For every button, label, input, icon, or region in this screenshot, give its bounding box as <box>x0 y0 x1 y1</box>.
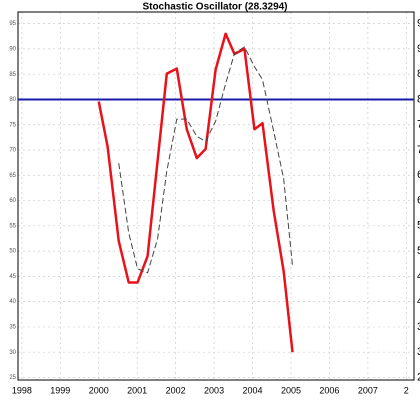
chart-title: Stochastic Oscillator (28.3294) <box>142 2 287 13</box>
y-tick-label-left: 35 <box>9 325 16 331</box>
y-tick-label-left: 80 <box>9 97 16 103</box>
x-tick-label: 2004 <box>243 385 263 395</box>
y-tick-label-left: 85 <box>9 72 16 78</box>
y-tick-label: 70 <box>417 144 420 156</box>
y-tick-label: 35 <box>417 321 420 333</box>
y-tick-label: 95 <box>417 18 420 30</box>
y-tick-label: 75 <box>417 119 420 131</box>
y-tick-label: 55 <box>417 220 420 232</box>
y-tick-label: 85 <box>417 68 420 80</box>
y-tick-label-left: 50 <box>9 249 16 255</box>
x-tick-label: 2000 <box>89 385 109 395</box>
y-tick-label: 65 <box>417 169 420 181</box>
y-tick-label-left: 65 <box>9 173 16 179</box>
plot-border <box>17 11 415 381</box>
y-tick-label-left: 45 <box>9 274 16 280</box>
x-tick-label: 1999 <box>50 385 70 395</box>
y-tick-label-left: 70 <box>9 148 16 154</box>
x-tick-label: 2001 <box>127 385 147 395</box>
x-tick-label: 2007 <box>358 385 378 395</box>
y-tick-label: 60 <box>417 194 420 206</box>
y-tick-label-left: 25 <box>9 375 16 381</box>
series-line <box>97 32 294 353</box>
x-tick-label: 1998 <box>12 385 32 395</box>
x-tick-label: 2003 <box>204 385 224 395</box>
x-tick-label: 2002 <box>166 385 186 395</box>
x-tick-label: 2005 <box>281 385 301 395</box>
y-tick-label-left: 60 <box>9 198 16 204</box>
x-tick-label: 2006 <box>319 385 339 395</box>
y-tick-label: 25 <box>417 371 420 383</box>
y-tick-label-left: 40 <box>9 299 16 305</box>
x-tick-label: 2 <box>404 385 409 395</box>
y-tick-label-left: 95 <box>9 21 16 27</box>
y-tick-label-left: 90 <box>9 46 16 52</box>
y-tick-label-left: 30 <box>9 350 16 356</box>
y-tick-label: 90 <box>417 43 420 55</box>
y-tick-label: 45 <box>417 270 420 282</box>
y-tick-label-left: 75 <box>9 122 16 128</box>
series-line <box>118 46 294 274</box>
y-tick-label: 30 <box>417 346 420 358</box>
y-tick-label: 80 <box>417 93 420 105</box>
y-tick-label: 40 <box>417 296 420 308</box>
y-tick-label: 50 <box>417 245 420 257</box>
y-tick-label-left: 55 <box>9 223 16 229</box>
